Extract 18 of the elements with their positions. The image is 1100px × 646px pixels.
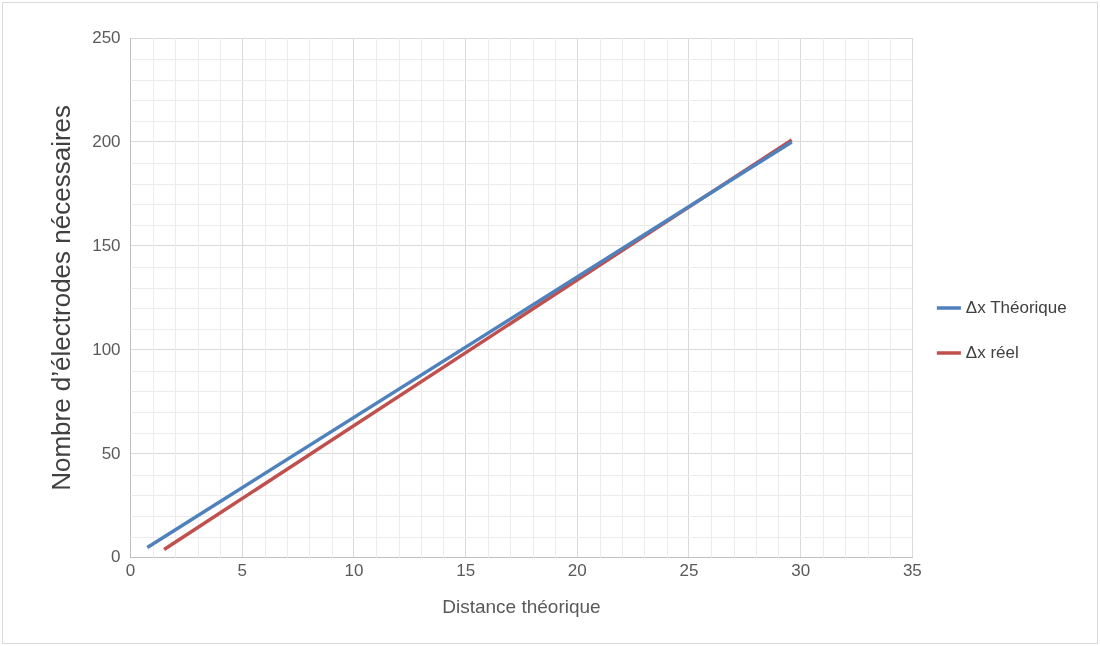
x-tick-label: 35 [902, 560, 922, 580]
x-tick-label: 15 [456, 560, 476, 580]
legend-label: Δx Théorique [965, 297, 1067, 317]
y-tick-label: 50 [101, 443, 121, 463]
y-tick-label: 100 [92, 339, 121, 359]
y-axis-title: Nombre d’électrodes nécessaires [45, 104, 76, 491]
x-tick-label: 10 [344, 560, 364, 580]
y-tick-label: 0 [111, 547, 121, 567]
x-tick-label: 5 [237, 560, 247, 580]
y-tick-label: 200 [92, 131, 121, 151]
legend-label: Δx réel [965, 342, 1019, 362]
x-axis-title: Distance théorique [442, 595, 601, 617]
x-tick-label: 20 [567, 560, 587, 580]
x-tick-label: 30 [791, 560, 811, 580]
y-tick-label: 150 [92, 235, 121, 255]
y-tick-label: 250 [92, 27, 121, 47]
x-tick-label: 25 [679, 560, 699, 580]
x-tick-label: 0 [125, 560, 136, 580]
